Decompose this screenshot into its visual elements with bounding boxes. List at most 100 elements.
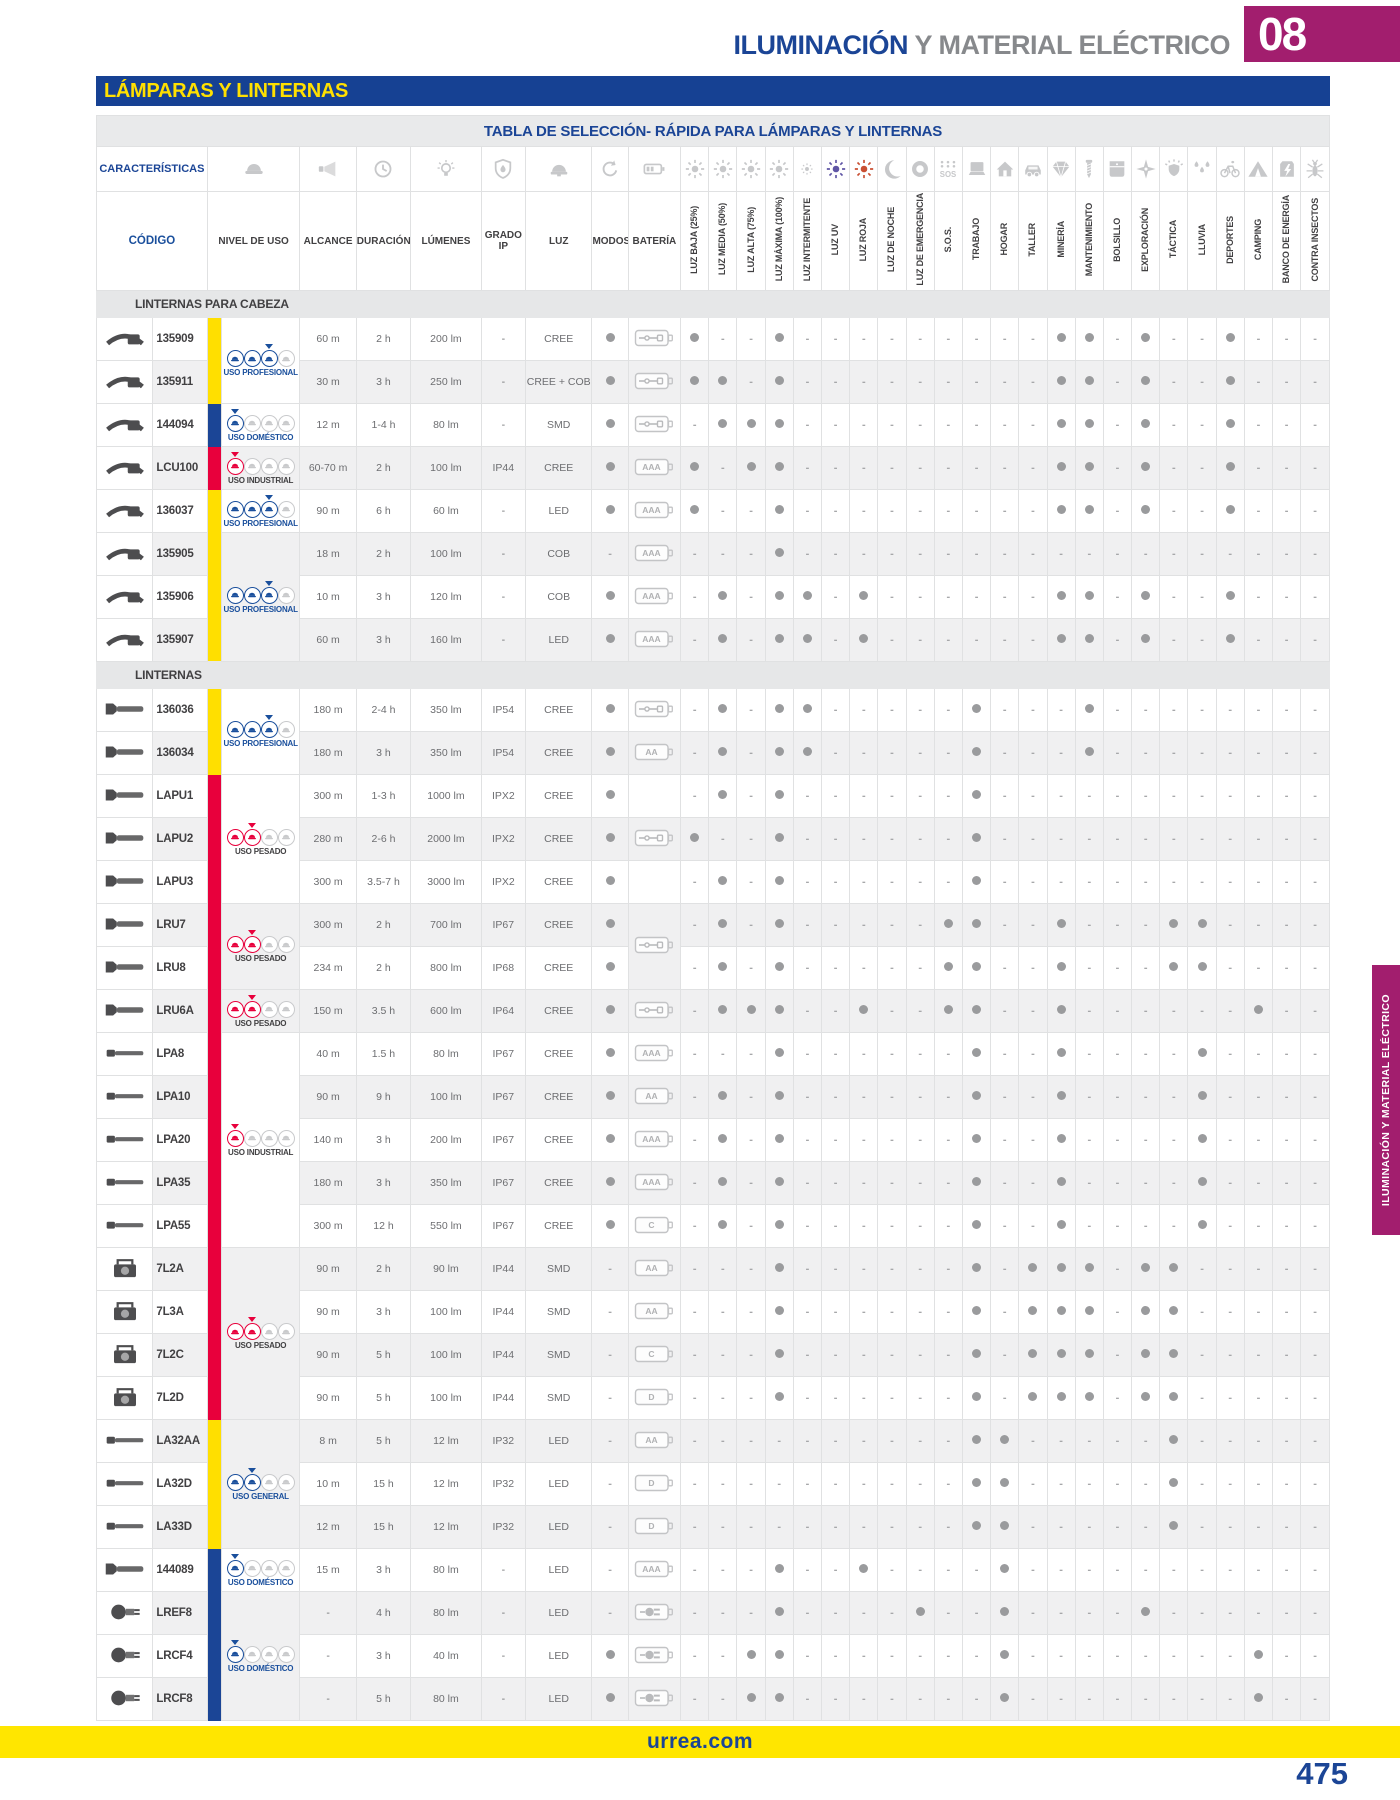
feature-dot	[1028, 1263, 1038, 1272]
helmet-icon	[243, 500, 261, 518]
feature-dot	[774, 1263, 784, 1272]
feature-dash: -	[1200, 505, 1204, 517]
cell-lumenes: 100 lm	[410, 532, 482, 576]
use-level-marker	[265, 344, 274, 349]
feature-dot	[1141, 1607, 1151, 1616]
feature-dash: -	[1284, 505, 1289, 517]
product-code: 136034	[152, 731, 208, 775]
feature-dash: -	[721, 1693, 725, 1705]
helmet-icon	[226, 350, 244, 367]
feature-dash: -	[1256, 790, 1261, 802]
column-header-s-o-s: S.O.S.	[933, 191, 963, 291]
svg-text:AAA: AAA	[643, 634, 661, 644]
helmet-icon	[243, 936, 261, 953]
feature-dot	[802, 704, 812, 713]
cell-mineria: -	[1046, 1548, 1076, 1592]
feature-dash: -	[1172, 833, 1176, 845]
feature-dot	[605, 591, 615, 600]
product-code: LPA10	[152, 1075, 208, 1119]
cell-bateria	[627, 989, 682, 1033]
feature-dot	[774, 634, 784, 643]
feature-dot	[1169, 962, 1179, 971]
feature-dot	[1141, 376, 1151, 385]
feature-dot	[1056, 462, 1066, 471]
product-penlight-image	[103, 1170, 147, 1194]
cell-luz-maxima-100	[764, 774, 794, 818]
cell-luz-baja-25: -	[680, 575, 710, 619]
feature-dash: -	[1284, 1306, 1289, 1318]
cell-luz-roja	[849, 618, 879, 662]
cell-luz-roja: -	[849, 446, 879, 490]
svg-text:AA: AA	[646, 1263, 658, 1273]
cell-deportes	[1215, 403, 1245, 447]
house-icon	[994, 158, 1016, 180]
cell-luz-baja-25: -	[680, 1290, 710, 1334]
cell-luz: CREE	[524, 1161, 593, 1205]
feature-dash: -	[1087, 1607, 1092, 1619]
cell-deportes: -	[1215, 1591, 1245, 1635]
feature-dash: -	[890, 1048, 894, 1060]
helmet-icon	[226, 1473, 244, 1491]
feature-dash: -	[1087, 1134, 1092, 1146]
feature-dot	[718, 747, 728, 756]
cell-tactica: -	[1159, 1075, 1189, 1119]
cell-s-o-s: -	[933, 1548, 963, 1592]
column-header-nivel-de-uso: NIVEL DE USO	[206, 191, 301, 291]
column-icon-luz-media-50	[708, 146, 738, 192]
cell-luz-alta-75	[736, 1677, 766, 1721]
feature-dash: -	[1115, 333, 1120, 345]
cell-bateria: AAA	[627, 446, 682, 490]
cell-luz-media-50: -	[708, 1247, 738, 1291]
cell-alcance: -	[299, 1677, 357, 1721]
feature-dot	[1141, 1306, 1151, 1315]
feature-dash: -	[1256, 1564, 1261, 1576]
use-level-marker-empty	[282, 1468, 290, 1473]
cell-luz: LED	[524, 1591, 593, 1635]
cell-trabajo: -	[961, 575, 992, 619]
use-level-stripe	[206, 446, 222, 490]
use-level-stripe	[206, 1462, 222, 1506]
feature-dot	[1000, 1521, 1010, 1530]
battery-usb-icon	[635, 372, 674, 389]
cell-trabajo	[961, 774, 992, 818]
feature-dash: -	[1228, 833, 1233, 845]
feature-dash: -	[1172, 790, 1176, 802]
product-code: LRU7	[152, 903, 208, 947]
cell-grado-ip: -	[480, 618, 526, 662]
feature-dash: -	[805, 505, 810, 517]
feature-dash: -	[608, 1349, 612, 1361]
feature-dash: -	[833, 1349, 838, 1361]
feature-dash: -	[1031, 1650, 1035, 1662]
cell-mineria	[1046, 489, 1076, 533]
feature-dash: -	[1172, 1005, 1176, 1017]
feature-dot	[605, 1048, 615, 1057]
use-level-stripe	[206, 1677, 222, 1721]
cell-trabajo	[961, 1505, 992, 1549]
column-icon-mantenimiento	[1074, 146, 1104, 192]
column-icon-modos	[591, 146, 629, 192]
cell-luz-media-50: -	[708, 1290, 738, 1334]
use-level-cell: USO DOMÉSTICO	[220, 1548, 301, 1592]
ring-icon	[909, 158, 931, 180]
cell-luz-maxima-100	[764, 1634, 794, 1678]
cell-luz-media-50: -	[708, 489, 738, 533]
cell-luz-media-50: -	[708, 1032, 738, 1076]
product-photo	[95, 1677, 154, 1721]
cell-mineria	[1046, 360, 1076, 404]
use-level-marker-empty	[248, 344, 256, 349]
cell-luz: LED	[524, 1634, 593, 1678]
selection-table: TABLA DE SELECCIÓN- RÁPIDA PARA LÁMPARAS…	[95, 115, 1330, 1721]
cell-bateria	[627, 1634, 682, 1678]
feature-dash: -	[1031, 548, 1035, 560]
cell-bolsillo: -	[1102, 903, 1133, 947]
feature-dash: -	[692, 1564, 697, 1576]
use-level-slot	[243, 930, 261, 953]
feature-dash: -	[1284, 1220, 1289, 1232]
column-header-codigo: CÓDIGO	[96, 191, 208, 291]
column-icon-bateria	[627, 146, 682, 192]
cell-duracion: 9 h	[355, 1075, 412, 1119]
feature-dash: -	[1172, 1177, 1176, 1189]
feature-dash: -	[1228, 1435, 1233, 1447]
product-code: 144089	[152, 1548, 208, 1592]
